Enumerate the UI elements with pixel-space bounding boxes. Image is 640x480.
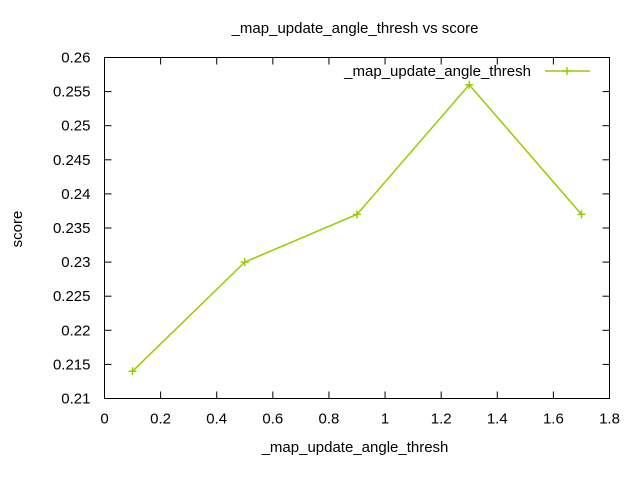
legend-entry-label: _map_update_angle_thresh xyxy=(343,63,531,80)
legend-entry-marker xyxy=(563,67,571,75)
y-tick-label: 0.225 xyxy=(53,288,91,305)
series-line xyxy=(132,83,583,372)
plot-frame xyxy=(104,57,610,399)
legend: _map_update_angle_thresh xyxy=(343,63,590,80)
x-tick-label: 1.2 xyxy=(431,411,452,428)
y-tick-label: 0.21 xyxy=(61,391,90,408)
y-tick-label: 0.23 xyxy=(61,254,90,271)
data-point xyxy=(465,80,474,89)
x-tick-label: 1.8 xyxy=(599,411,620,428)
y-tick-label: 0.25 xyxy=(61,118,90,135)
x-tick-label: 0.8 xyxy=(319,411,340,428)
y-axis-label: score xyxy=(9,211,26,248)
series-layer xyxy=(128,80,586,376)
x-tick-label: 1 xyxy=(381,411,389,428)
data-point xyxy=(240,258,249,267)
y-tick-label: 0.24 xyxy=(61,186,90,203)
y-axis: 0.21 0.215 0.22 0.225 0.23 0.235 0.24 0.245 0.25… xyxy=(53,50,610,408)
x-tick-label: 0.4 xyxy=(206,411,227,428)
y-tick-label: 0.22 xyxy=(61,322,90,339)
y-tick-label: 0.235 xyxy=(53,220,91,237)
chart-title: _map_update_angle_thresh vs score xyxy=(231,20,479,37)
x-axis-label: _map_update_angle_thresh xyxy=(261,439,449,456)
y-tick-label: 0.245 xyxy=(53,152,91,169)
y-tick-label: 0.215 xyxy=(53,356,91,373)
data-point xyxy=(128,367,137,376)
x-tick-label: 0.2 xyxy=(150,411,171,428)
x-tick-label: 1.6 xyxy=(543,411,564,428)
y-tick-label: 0.255 xyxy=(53,84,91,101)
y-tick-label: 0.26 xyxy=(61,50,90,67)
data-point xyxy=(353,210,361,219)
legend-marker-plus xyxy=(563,67,571,75)
x-tick-label: 1.4 xyxy=(487,411,508,428)
data-point xyxy=(577,210,586,219)
x-tick-label: 0 xyxy=(100,411,108,428)
x-tick-label: 0.6 xyxy=(262,411,283,428)
x-axis: 0 0.2 0.4 0.6 0.8 1 1.2 1.4 1.6 1.8 xyxy=(100,57,620,428)
